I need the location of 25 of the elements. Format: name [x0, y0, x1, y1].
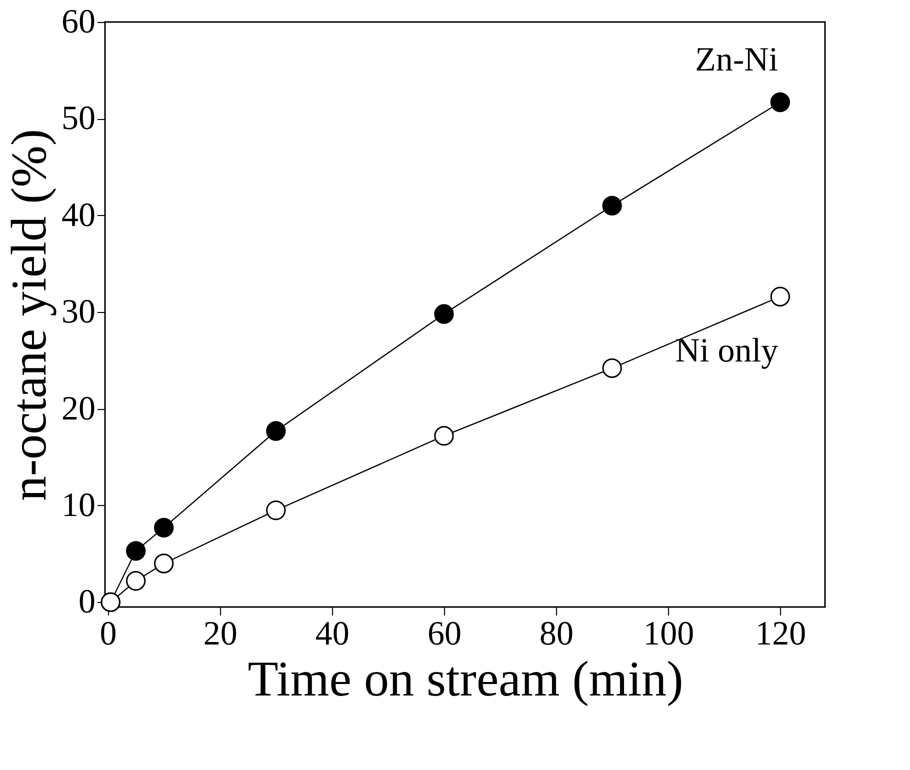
x-tick-label: 60: [427, 616, 462, 652]
y-tick-label: 30: [62, 294, 96, 331]
y-tick-label: 10: [62, 486, 96, 524]
y-tick-label: 40: [62, 196, 96, 234]
point: [602, 196, 622, 216]
x-tick-label: 120: [755, 616, 806, 652]
point: [126, 541, 146, 561]
point: [434, 304, 454, 324]
x-tick-label: 100: [643, 616, 694, 652]
x-axis-title: Time on stream (min): [248, 650, 684, 706]
y-tick-label: 50: [62, 100, 96, 138]
series-label: Ni only: [675, 332, 778, 370]
series-label: Zn-Ni: [695, 41, 778, 78]
y-tick-label: 20: [62, 390, 96, 428]
x-tick-label: 20: [203, 616, 238, 652]
y-tick-label: 60: [62, 4, 96, 40]
point: [154, 518, 174, 538]
x-tick-label: 40: [315, 616, 350, 652]
y-axis-title: n-octane yield (%): [0, 128, 56, 502]
point: [770, 92, 790, 112]
y-tick-label: 0: [78, 584, 96, 621]
point: [154, 554, 174, 574]
point: [266, 421, 286, 441]
point: [602, 358, 622, 378]
x-tick-label: 80: [540, 616, 574, 652]
